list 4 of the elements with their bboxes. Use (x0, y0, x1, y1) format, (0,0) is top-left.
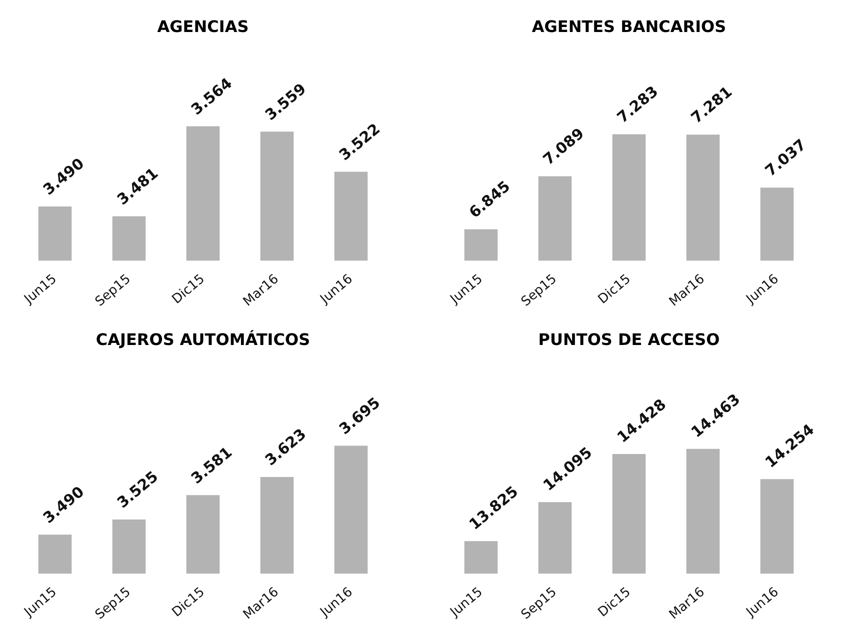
chart-title: PUNTOS DE ACCESO (538, 330, 720, 349)
chart-title: CAJEROS AUTOMÁTICOS (96, 330, 310, 349)
chart-title: AGENCIAS (157, 16, 249, 36)
chart-title: AGENTES BANCARIOS (532, 16, 726, 36)
